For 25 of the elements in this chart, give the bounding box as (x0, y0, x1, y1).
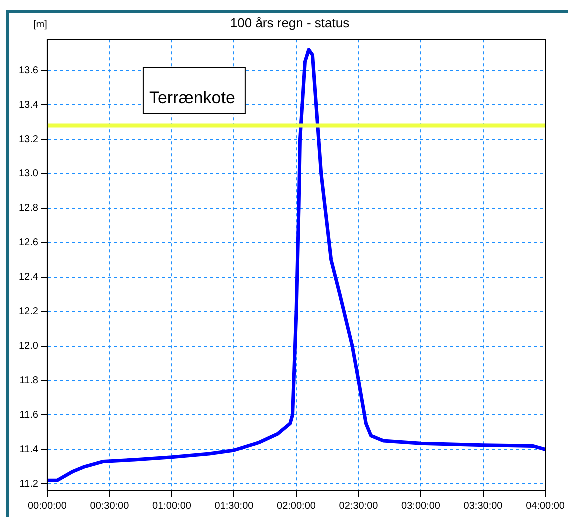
y-tick-label: 13.6 (18, 65, 39, 76)
x-tick-label: 02:30:00 (339, 500, 379, 512)
y-tick-label: 13.2 (18, 134, 39, 146)
y-tick-label: 11.8 (20, 375, 39, 386)
y-tick-label: 12.6 (18, 238, 39, 249)
x-tick-label: 04:00:00 (526, 500, 566, 512)
x-tick-label: 00:30:00 (90, 500, 130, 512)
y-tick-label: 12.0 (18, 341, 39, 352)
y-tick-label: 13.0 (18, 168, 39, 180)
x-tick-label: 00:00:00 (28, 500, 68, 512)
x-tick-label: 01:00:00 (152, 500, 192, 512)
ref-line-label: Terrænkote (149, 88, 236, 108)
x-tick-label: 01:30:00 (214, 500, 254, 512)
y-tick-label: 13.4 (18, 100, 39, 111)
y-tick-label: 12.8 (18, 203, 39, 214)
y-tick-label: 11.4 (20, 444, 39, 456)
y-tick-label: 11.6 (20, 410, 39, 421)
x-tick-label: 03:30:00 (464, 500, 504, 512)
chart-title: 100 års regn - status (230, 15, 350, 30)
y-tick-label: 12.4 (18, 272, 39, 284)
y-tick-label: 11.2 (20, 478, 39, 490)
y-tick-label: 12.2 (18, 306, 39, 318)
x-tick-label: 03:00:00 (402, 500, 441, 512)
y-axis-title: [m] (34, 20, 48, 31)
x-tick-label: 02:00:00 (277, 500, 316, 512)
